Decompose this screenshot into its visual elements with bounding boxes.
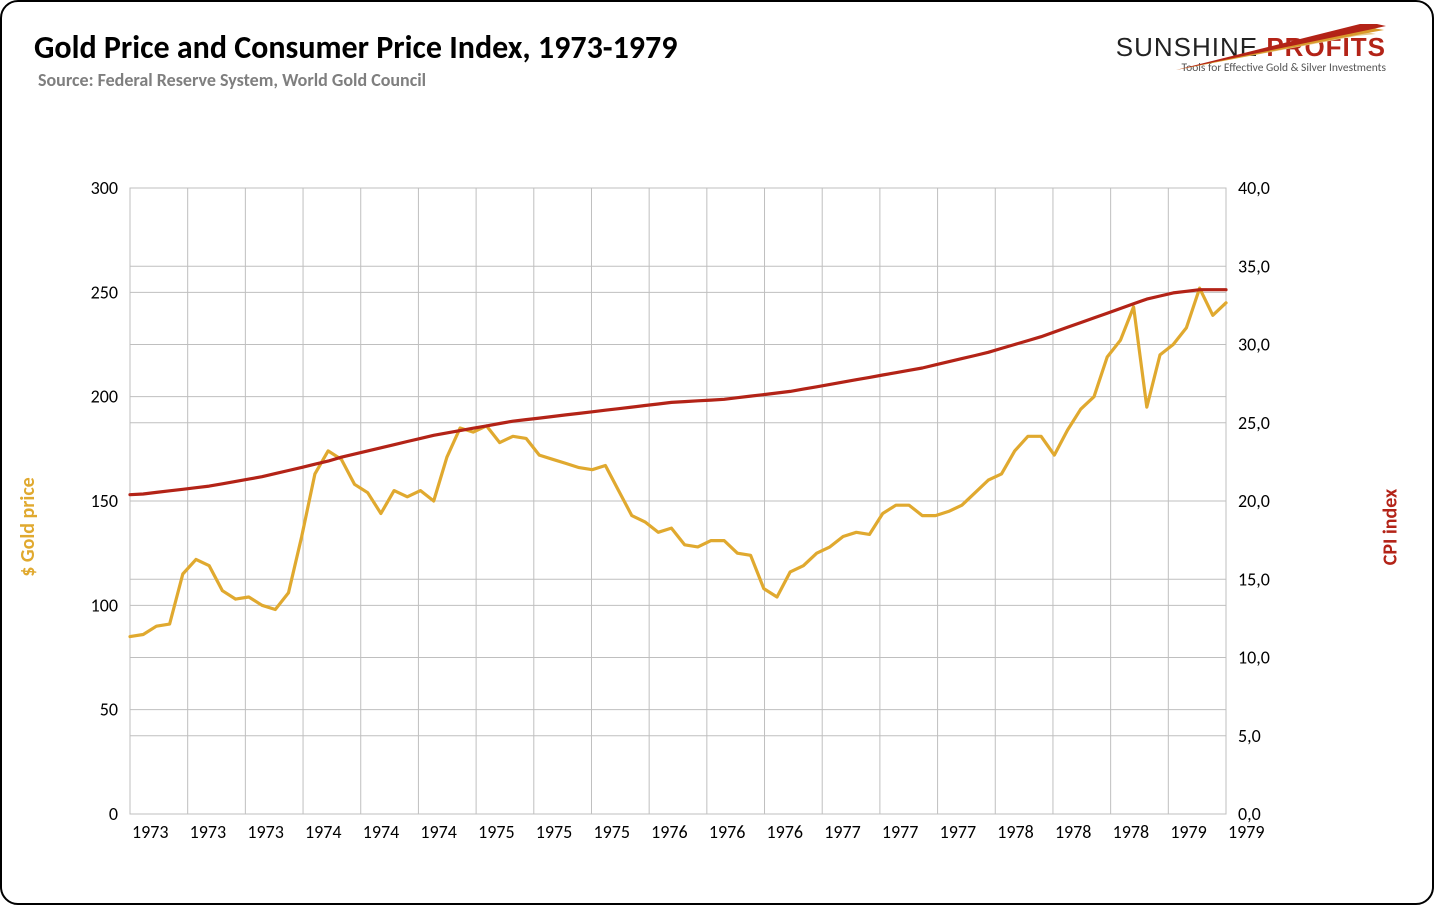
svg-text:1976: 1976: [767, 821, 804, 843]
series-cpi: [130, 290, 1226, 495]
svg-text:1975: 1975: [478, 821, 514, 843]
svg-text:300: 300: [91, 178, 118, 199]
svg-text:1973: 1973: [247, 821, 283, 843]
brand-logo: SUNSHINE PROFITS Tools for Effective Gol…: [1116, 32, 1386, 75]
svg-text:1978: 1978: [1113, 821, 1150, 843]
svg-text:1978: 1978: [1055, 821, 1092, 843]
svg-text:1975: 1975: [593, 821, 630, 843]
svg-text:10,0: 10,0: [1238, 647, 1270, 669]
svg-text:1974: 1974: [420, 821, 457, 843]
svg-text:1974: 1974: [305, 821, 342, 843]
chart-frame: Gold Price and Consumer Price Index, 197…: [0, 0, 1434, 905]
svg-text:30,0: 30,0: [1238, 334, 1270, 356]
right-axis-label: CPI index: [1378, 488, 1402, 564]
svg-text:0: 0: [109, 803, 118, 825]
svg-text:1976: 1976: [651, 821, 688, 843]
svg-text:1977: 1977: [882, 821, 919, 843]
svg-text:1979: 1979: [1228, 821, 1265, 843]
svg-text:1977: 1977: [940, 821, 977, 843]
svg-text:1974: 1974: [363, 821, 400, 843]
svg-text:50: 50: [100, 699, 118, 721]
svg-text:100: 100: [91, 594, 118, 616]
svg-text:1979: 1979: [1170, 821, 1207, 843]
svg-text:1978: 1978: [997, 821, 1034, 843]
svg-text:25,0: 25,0: [1238, 412, 1270, 434]
chart-svg: 0501001502002503000,05,010,015,020,025,0…: [34, 178, 1304, 858]
svg-text:1973: 1973: [190, 821, 227, 843]
chart-area: $ Gold price CPI index 05010015020025030…: [34, 178, 1384, 875]
svg-text:15,0: 15,0: [1238, 568, 1270, 590]
logo-ribbons-icon: [1176, 24, 1386, 72]
svg-text:1975: 1975: [536, 821, 573, 843]
left-axis-label: $ Gold price: [16, 477, 40, 577]
series-gold: [130, 288, 1226, 636]
svg-text:5,0: 5,0: [1238, 725, 1261, 747]
svg-text:1976: 1976: [709, 821, 746, 843]
svg-text:150: 150: [91, 490, 118, 512]
svg-text:200: 200: [91, 386, 118, 408]
svg-text:20,0: 20,0: [1238, 490, 1270, 512]
svg-text:1973: 1973: [132, 821, 169, 843]
svg-text:250: 250: [91, 281, 118, 303]
svg-text:40,0: 40,0: [1238, 178, 1270, 199]
svg-text:35,0: 35,0: [1238, 255, 1270, 277]
svg-text:1977: 1977: [824, 821, 861, 843]
